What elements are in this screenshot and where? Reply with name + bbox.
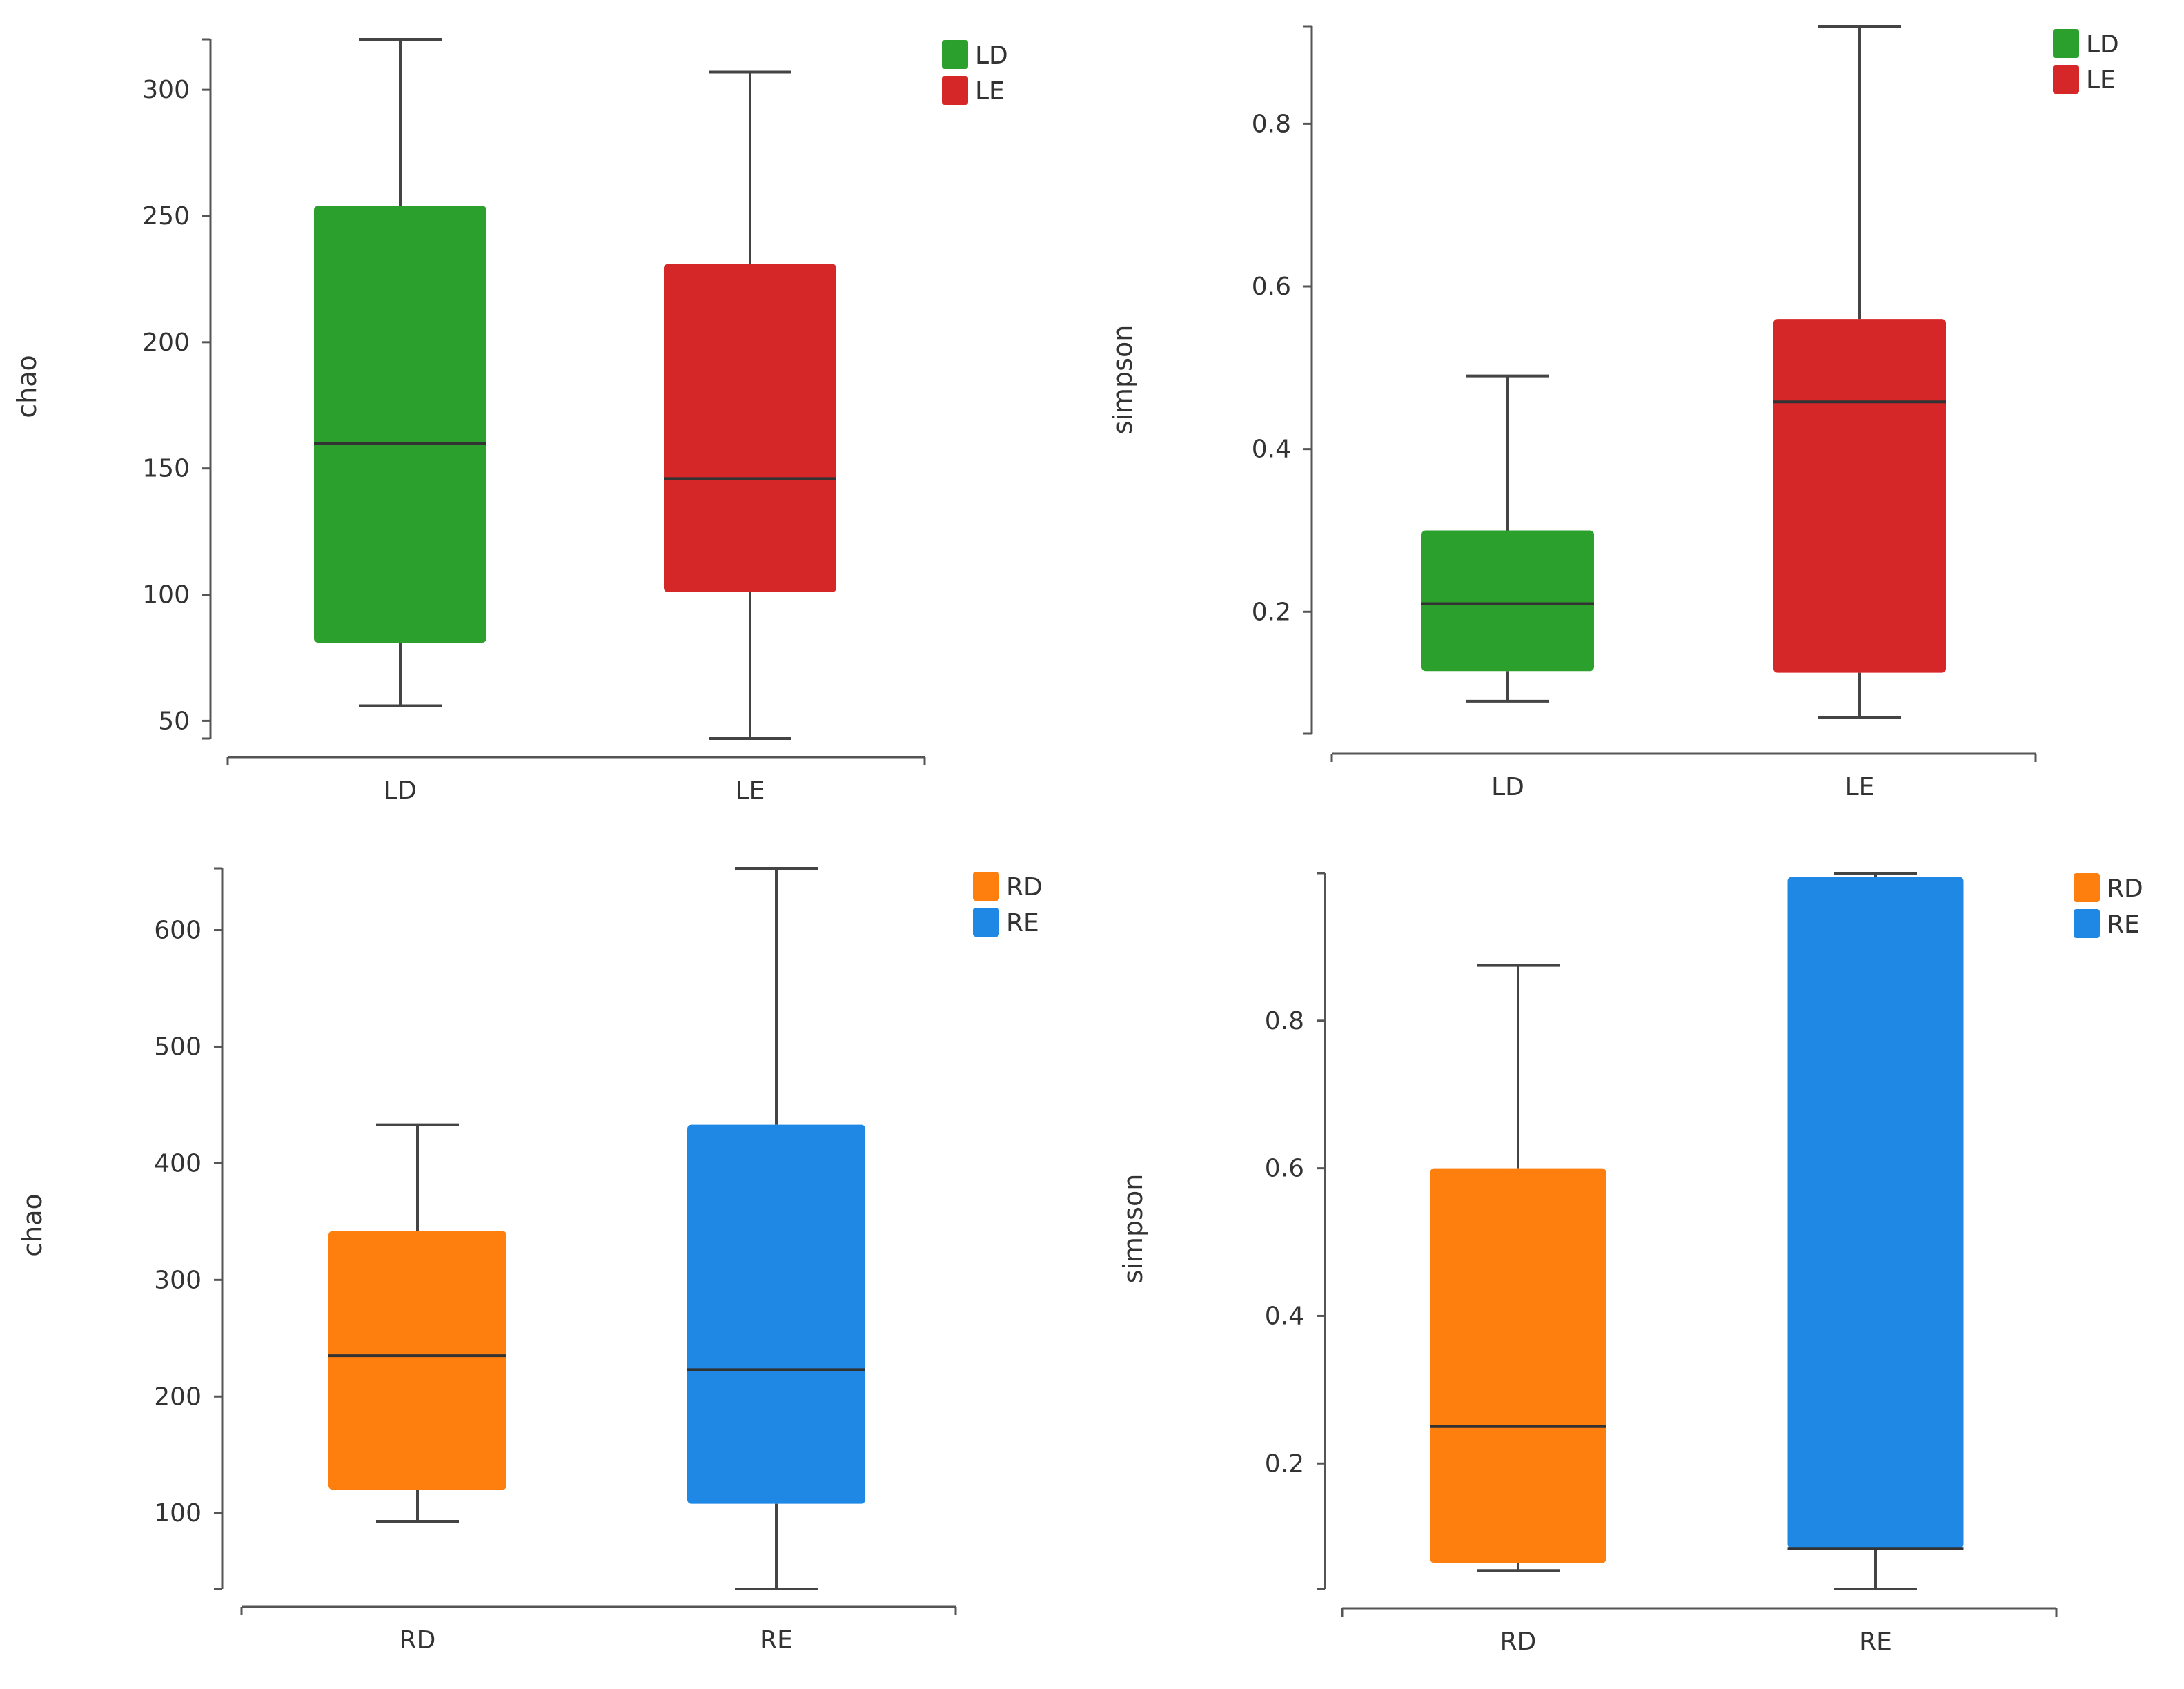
x-tick-label: RD [1500,1628,1537,1656]
legend-label-re: RE [2107,910,2140,939]
legend-label-ld: LD [2086,30,2119,59]
y-tick-label: 0.6 [1252,273,1291,301]
y-tick-label: 400 [154,1149,201,1178]
x-tick-label: RD [400,1626,436,1654]
legend-swatch-re [973,908,999,937]
chart-svg: 50 100 150 200 250 300 chao LD LE LD LE [12,38,1008,805]
chart-svg: 0.2 0.4 0.6 0.8 simpson RD RE RD RE [1118,872,2143,1656]
y-tick-label: 0.2 [1252,598,1291,626]
y-tick-label: 100 [142,581,190,609]
legend-label-rd: RD [2107,875,2143,903]
chart-svg: 100 200 300 400 500 600 chao RD RE RD RE [17,867,1043,1654]
chart-panel-chao-rd-re: 100 200 300 400 500 600 chao RD RE RD RE [0,846,1090,1689]
y-axis-title: chao [17,1193,48,1257]
chart-panel-simpson-ld-le: 0.2 0.4 0.6 0.8 simpson LD LE LD LE [1094,0,2184,842]
y-tick-label: 200 [154,1383,201,1411]
y-tick-label: 500 [154,1033,201,1061]
y-tick-label: 300 [142,76,190,104]
x-tick-label: LE [1845,773,1875,801]
y-tick-label: 0.8 [1252,110,1291,138]
box-rd [328,1231,506,1490]
legend-swatch-le [942,76,968,105]
box-ld [314,206,486,643]
box-ld [1421,530,1594,672]
legend-swatch-rd [2074,873,2100,902]
chart-panel-chao-ld-le: 50 100 150 200 250 300 chao LD LE LD LE [0,0,1090,842]
x-tick-label: RE [760,1626,793,1654]
y-tick-label: 0.6 [1265,1155,1304,1183]
box-le [1773,319,1946,673]
y-tick-label: 600 [154,917,201,945]
legend-swatch-ld [2053,29,2079,58]
y-axis-title: simpson [1108,325,1138,435]
legend-label-rd: RD [1006,873,1043,901]
y-tick-label: 200 [142,329,190,357]
x-tick-label: RE [1859,1628,1892,1656]
legend-label-le: LE [975,77,1005,106]
x-tick-label: LD [1491,773,1524,801]
y-tick-label: 0.8 [1265,1007,1304,1035]
legend-label-re: RE [1006,909,1039,937]
chart-svg: 0.2 0.4 0.6 0.8 simpson LD LE LD LE [1108,25,2119,801]
box-re [1787,877,1964,1549]
y-tick-label: 0.4 [1252,436,1291,464]
legend-swatch-ld [942,40,968,69]
y-tick-label: 300 [154,1266,201,1294]
y-tick-label: 250 [142,202,190,231]
y-tick-label: 0.2 [1265,1449,1304,1478]
y-tick-label: 50 [158,707,190,735]
x-tick-label: LE [736,777,765,805]
chart-panel-simpson-rd-re: 0.2 0.4 0.6 0.8 simpson RD RE RD RE [1094,846,2184,1689]
x-tick-label: LD [384,777,417,805]
legend-swatch-re [2074,909,2100,938]
y-axis-title: chao [12,355,42,418]
legend-swatch-le [2053,65,2079,94]
y-tick-label: 100 [154,1499,201,1527]
y-axis-title: simpson [1118,1174,1148,1284]
legend-swatch-rd [973,872,999,901]
box-le [664,264,836,592]
y-tick-label: 0.4 [1265,1302,1304,1330]
legend-label-le: LE [2086,66,2116,95]
legend-label-ld: LD [975,41,1008,70]
box-re [687,1124,865,1504]
y-tick-label: 150 [142,455,190,483]
box-rd [1430,1168,1606,1563]
